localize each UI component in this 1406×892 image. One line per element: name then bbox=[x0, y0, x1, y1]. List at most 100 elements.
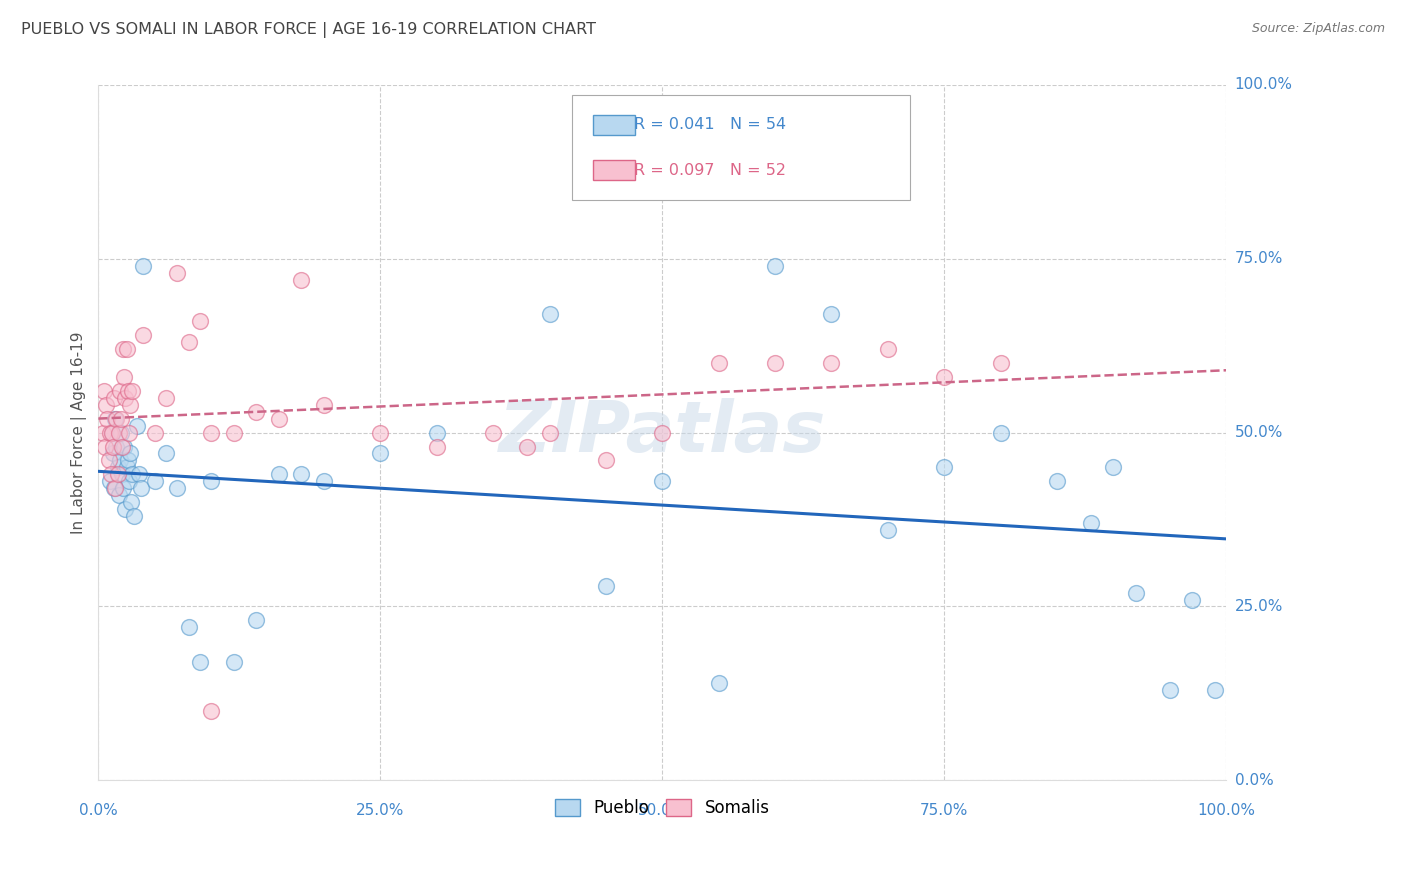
Point bbox=[426, 425, 449, 440]
Point bbox=[96, 411, 118, 425]
Point bbox=[426, 440, 449, 454]
Point bbox=[132, 259, 155, 273]
Point bbox=[1080, 516, 1102, 530]
Text: 100.0%: 100.0% bbox=[1234, 78, 1292, 93]
Point bbox=[312, 475, 335, 489]
Point bbox=[876, 523, 898, 537]
Point bbox=[370, 425, 392, 440]
Point bbox=[115, 342, 138, 356]
Point bbox=[707, 676, 730, 690]
Point bbox=[143, 475, 166, 489]
Point bbox=[114, 391, 136, 405]
Point bbox=[112, 342, 135, 356]
Point bbox=[538, 425, 561, 440]
Point bbox=[98, 475, 121, 489]
Point bbox=[1102, 460, 1125, 475]
Point bbox=[188, 655, 211, 669]
Point bbox=[200, 425, 222, 440]
Point bbox=[370, 446, 392, 460]
Point bbox=[128, 467, 150, 482]
Point bbox=[651, 425, 673, 440]
Point bbox=[482, 425, 505, 440]
Point bbox=[267, 467, 290, 482]
Text: R = 0.097   N = 52: R = 0.097 N = 52 bbox=[634, 162, 786, 178]
Point bbox=[101, 440, 124, 454]
Point bbox=[876, 342, 898, 356]
Point bbox=[166, 266, 188, 280]
Point bbox=[108, 384, 131, 398]
Point bbox=[118, 475, 141, 489]
Point bbox=[934, 370, 956, 384]
Point bbox=[222, 655, 245, 669]
Text: 50.0%: 50.0% bbox=[1234, 425, 1282, 440]
Point bbox=[200, 475, 222, 489]
Point bbox=[117, 384, 139, 398]
Text: 25.0%: 25.0% bbox=[1234, 599, 1282, 614]
Point bbox=[538, 307, 561, 321]
Point bbox=[124, 509, 146, 524]
Point bbox=[121, 384, 143, 398]
Point bbox=[103, 481, 125, 495]
Point bbox=[121, 467, 143, 482]
Point bbox=[820, 307, 842, 321]
Point bbox=[245, 405, 267, 419]
Point bbox=[110, 411, 132, 425]
Point bbox=[595, 453, 617, 467]
Point bbox=[177, 620, 200, 634]
Legend: Pueblo, Somalis: Pueblo, Somalis bbox=[548, 793, 776, 824]
Point bbox=[114, 502, 136, 516]
Text: R = 0.041   N = 54: R = 0.041 N = 54 bbox=[634, 118, 786, 132]
Point bbox=[290, 272, 312, 286]
Point bbox=[707, 356, 730, 370]
Point bbox=[120, 495, 142, 509]
Point bbox=[111, 440, 134, 454]
Point bbox=[110, 425, 132, 440]
Point bbox=[104, 481, 127, 495]
Point bbox=[990, 356, 1012, 370]
Text: PUEBLO VS SOMALI IN LABOR FORCE | AGE 16-19 CORRELATION CHART: PUEBLO VS SOMALI IN LABOR FORCE | AGE 16… bbox=[21, 22, 596, 38]
Point bbox=[1159, 682, 1181, 697]
FancyBboxPatch shape bbox=[572, 95, 911, 200]
Point bbox=[117, 453, 139, 467]
Point bbox=[763, 259, 786, 273]
Point bbox=[312, 398, 335, 412]
Text: Source: ZipAtlas.com: Source: ZipAtlas.com bbox=[1251, 22, 1385, 36]
Point bbox=[934, 460, 956, 475]
Point bbox=[105, 440, 128, 454]
Point bbox=[516, 440, 538, 454]
Point bbox=[290, 467, 312, 482]
Point bbox=[118, 425, 141, 440]
Point bbox=[990, 425, 1012, 440]
Point bbox=[177, 335, 200, 350]
Point bbox=[763, 356, 786, 370]
Point bbox=[100, 467, 122, 482]
Text: 0.0%: 0.0% bbox=[1234, 772, 1274, 788]
Text: 75.0%: 75.0% bbox=[1234, 252, 1282, 267]
Y-axis label: In Labor Force | Age 16-19: In Labor Force | Age 16-19 bbox=[72, 331, 87, 534]
Point bbox=[118, 398, 141, 412]
Point bbox=[115, 460, 138, 475]
Point bbox=[107, 460, 129, 475]
FancyBboxPatch shape bbox=[593, 161, 636, 180]
Point bbox=[129, 481, 152, 495]
Point bbox=[97, 453, 120, 467]
Point bbox=[222, 425, 245, 440]
Point bbox=[112, 440, 135, 454]
Text: 50.0%: 50.0% bbox=[638, 803, 686, 818]
Point bbox=[132, 328, 155, 343]
Point bbox=[107, 488, 129, 502]
Point bbox=[595, 579, 617, 593]
Point bbox=[112, 370, 135, 384]
Point bbox=[143, 425, 166, 440]
Point bbox=[188, 314, 211, 328]
Point bbox=[101, 425, 124, 440]
Point bbox=[245, 613, 267, 627]
Point bbox=[155, 391, 177, 405]
Point bbox=[155, 446, 177, 460]
FancyBboxPatch shape bbox=[593, 115, 636, 135]
Point bbox=[820, 356, 842, 370]
Point bbox=[200, 704, 222, 718]
Point bbox=[91, 425, 114, 440]
Point bbox=[101, 425, 124, 440]
Point bbox=[1204, 682, 1226, 697]
